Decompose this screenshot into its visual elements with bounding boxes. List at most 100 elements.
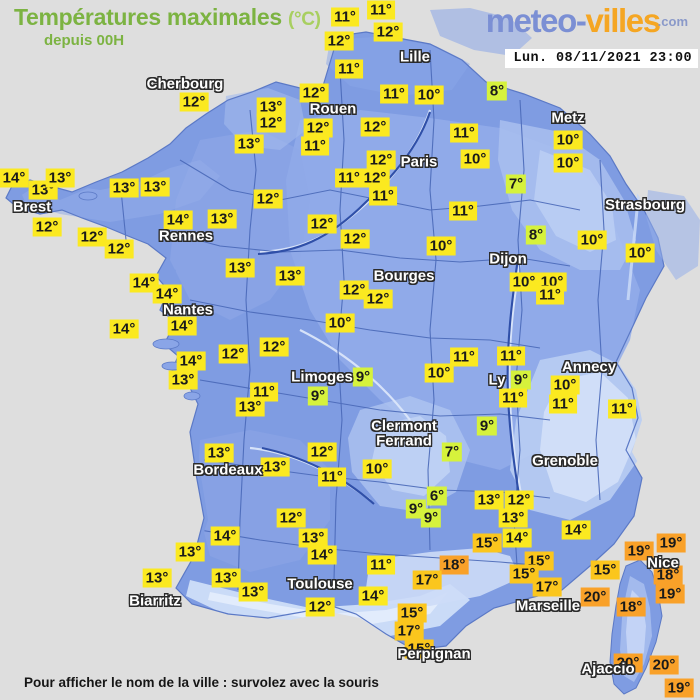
- temperature-chip[interactable]: 17°: [532, 577, 562, 597]
- temperature-chip[interactable]: 13°: [474, 490, 504, 510]
- temperature-chip[interactable]: 13°: [45, 168, 75, 188]
- temperature-chip[interactable]: 18°: [616, 597, 646, 617]
- temperature-chip[interactable]: 12°: [339, 280, 369, 300]
- city-label[interactable]: Perpignan: [397, 645, 471, 663]
- temperature-chip[interactable]: 20°: [613, 653, 643, 673]
- temperature-chip[interactable]: 10°: [325, 313, 355, 333]
- temperature-chip[interactable]: 8°: [486, 81, 508, 101]
- temperature-chip[interactable]: 15°: [509, 564, 539, 584]
- temperature-chip[interactable]: 12°: [363, 289, 393, 309]
- temperature-chip[interactable]: 10°: [362, 459, 392, 479]
- temperature-chip[interactable]: 13°: [109, 178, 139, 198]
- city-label[interactable]: Annecy: [561, 358, 617, 376]
- temperature-chip[interactable]: 9°: [420, 508, 442, 528]
- temperature-chip[interactable]: 8°: [525, 225, 547, 245]
- temperature-chip[interactable]: 6°: [426, 486, 448, 506]
- temperature-chip[interactable]: 12°: [253, 189, 283, 209]
- city-label[interactable]: Strasbourg: [604, 196, 686, 214]
- city-label[interactable]: Dijon: [489, 250, 527, 268]
- temperature-chip[interactable]: 15°: [404, 639, 434, 659]
- temperature-chip[interactable]: 15°: [590, 560, 620, 580]
- temperature-chip[interactable]: 12°: [303, 118, 333, 138]
- temperature-chip[interactable]: 14°: [176, 351, 206, 371]
- temperature-chip[interactable]: 10°: [553, 130, 583, 150]
- temperature-chip[interactable]: 13°: [168, 370, 198, 390]
- temperature-chip[interactable]: 13°: [498, 508, 528, 528]
- temperature-chip[interactable]: 11°: [497, 346, 525, 366]
- temperature-chip[interactable]: 14°: [561, 520, 591, 540]
- temperature-chip[interactable]: 13°: [275, 266, 305, 286]
- temperature-chip[interactable]: 11°: [335, 168, 363, 188]
- temperature-chip[interactable]: 11°: [450, 123, 478, 143]
- temperature-chip[interactable]: 12°: [77, 227, 107, 247]
- temperature-chip[interactable]: 9°: [307, 386, 329, 406]
- temperature-chip[interactable]: 11°: [335, 59, 363, 79]
- temperature-chip[interactable]: 14°: [152, 284, 182, 304]
- temperature-chip[interactable]: 19°: [624, 541, 654, 561]
- temperature-chip[interactable]: 12°: [256, 113, 286, 133]
- temperature-chip[interactable]: 11°: [331, 7, 359, 27]
- temperature-chip[interactable]: 13°: [175, 542, 205, 562]
- temperature-chip[interactable]: 14°: [163, 210, 193, 230]
- temperature-chip[interactable]: 11°: [367, 0, 395, 20]
- temperature-chip[interactable]: 10°: [424, 363, 454, 383]
- temperature-chip[interactable]: 10°: [460, 149, 490, 169]
- temperature-chip[interactable]: 13°: [238, 582, 268, 602]
- temperature-chip[interactable]: 7°: [441, 442, 463, 462]
- temperature-chip[interactable]: 11°: [449, 201, 477, 221]
- temperature-chip[interactable]: 12°: [366, 150, 396, 170]
- temperature-chip[interactable]: 12°: [104, 239, 134, 259]
- temperature-chip[interactable]: 18°: [653, 565, 683, 585]
- temperature-chip[interactable]: 10°: [550, 375, 580, 395]
- city-label[interactable]: Nantes: [162, 301, 214, 319]
- city-label[interactable]: Biarritz: [129, 592, 181, 610]
- city-label[interactable]: Marseille: [515, 597, 581, 615]
- temperature-chip[interactable]: 14°: [0, 168, 29, 188]
- temperature-chip[interactable]: 9°: [510, 370, 532, 390]
- temperature-chip[interactable]: 17°: [412, 570, 442, 590]
- temperature-chip[interactable]: 12°: [305, 597, 335, 617]
- temperature-chip[interactable]: 12°: [299, 83, 329, 103]
- temperature-chip[interactable]: 13°: [260, 457, 290, 477]
- temperature-chip[interactable]: 12°: [504, 490, 534, 510]
- temperature-chip[interactable]: 9°: [476, 416, 498, 436]
- temperature-chip[interactable]: 10°: [426, 236, 456, 256]
- city-label[interactable]: Ajaccio: [581, 660, 635, 678]
- temperature-chip[interactable]: 13°: [234, 134, 264, 154]
- temperature-chip[interactable]: 12°: [360, 117, 390, 137]
- temperature-chip[interactable]: 11°: [450, 347, 478, 367]
- city-label[interactable]: Ly: [488, 371, 506, 389]
- temperature-chip[interactable]: 19°: [655, 584, 685, 604]
- city-label[interactable]: Paris: [400, 153, 438, 171]
- temperature-chip[interactable]: 12°: [276, 508, 306, 528]
- temperature-chip[interactable]: 14°: [167, 316, 197, 336]
- temperature-chip[interactable]: 12°: [32, 217, 62, 237]
- temperature-chip[interactable]: 17°: [394, 621, 424, 641]
- temperature-chip[interactable]: 11°: [608, 399, 636, 419]
- temperature-chip[interactable]: 10°: [625, 243, 655, 263]
- temperature-chip[interactable]: 11°: [318, 467, 346, 487]
- temperature-chip[interactable]: 14°: [129, 273, 159, 293]
- temperature-chip[interactable]: 13°: [235, 397, 265, 417]
- temperature-chip[interactable]: 14°: [358, 586, 388, 606]
- temperature-chip[interactable]: 11°: [250, 382, 278, 402]
- temperature-chip[interactable]: 13°: [225, 258, 255, 278]
- temperature-chip[interactable]: 10°: [553, 153, 583, 173]
- temperature-chip[interactable]: 12°: [340, 229, 370, 249]
- temperature-chip[interactable]: 11°: [380, 84, 408, 104]
- temperature-chip[interactable]: 12°: [218, 344, 248, 364]
- city-label[interactable]: Lille: [399, 48, 431, 66]
- temperature-chip[interactable]: 13°: [211, 568, 241, 588]
- temperature-chip[interactable]: 9°: [352, 367, 374, 387]
- city-label[interactable]: Toulouse: [287, 575, 353, 593]
- temperature-chip[interactable]: 12°: [307, 214, 337, 234]
- temperature-chip[interactable]: 12°: [360, 168, 390, 188]
- temperature-chip[interactable]: 15°: [472, 533, 502, 553]
- temperature-chip[interactable]: 11°: [549, 394, 577, 414]
- temperature-chip[interactable]: 19°: [656, 533, 686, 553]
- city-label[interactable]: Grenoble: [532, 452, 598, 470]
- temperature-chip[interactable]: 11°: [301, 136, 329, 156]
- temperature-chip[interactable]: 20°: [580, 587, 610, 607]
- temperature-chip[interactable]: 20°: [649, 655, 679, 675]
- temperature-chip[interactable]: 12°: [259, 337, 289, 357]
